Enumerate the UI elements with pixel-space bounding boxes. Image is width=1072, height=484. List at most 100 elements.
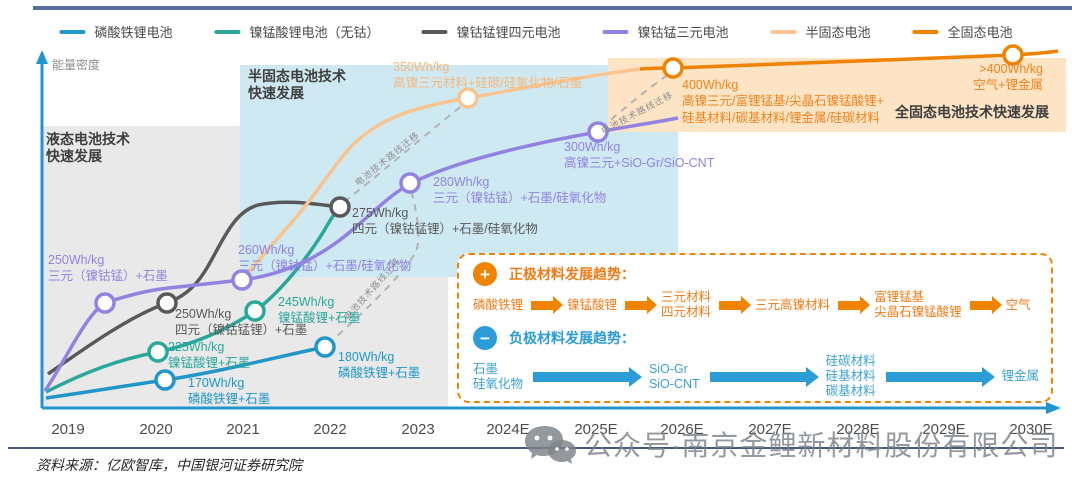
legend-item-lnmo: 镍锰酸锂电池（无钴）: [214, 22, 379, 41]
legend-item-semi-solid: 半固态电池: [770, 22, 871, 41]
x-tick-2028e: 2028E: [836, 421, 880, 438]
anode-item: 石墨 硅氧化物: [473, 361, 524, 391]
legend-swatch-all-solid: [912, 29, 939, 34]
x-tick-2022: 2022: [313, 421, 347, 438]
right-arrow-icon: [531, 296, 564, 314]
data-label-lnmo-245: 245Wh/kg 镍锰酸锂+石墨: [278, 295, 361, 326]
marker-quaternary-250: [156, 292, 178, 314]
marker-ternary-250: [94, 292, 116, 314]
data-label-lnmo-225: 225Wh/kg 镍锰酸锂+石墨: [168, 340, 251, 371]
anode-item: 硅碳材料 硅基材料 碳基材料: [825, 354, 876, 398]
x-tick-2019: 2019: [51, 421, 85, 438]
marker-lnmo-225: [147, 341, 169, 363]
cathode-item: 磷酸铁锂: [473, 297, 524, 312]
material-trends-panel: + 正极材料发展趋势： 磷酸铁锂 镍锰酸锂 三元材料 四元材料 三元高镍材料 富锂…: [457, 253, 1053, 403]
right-arrow-icon: [969, 296, 1002, 314]
top-border-rule: [33, 6, 1072, 10]
marker-quaternary-275: [329, 196, 351, 218]
data-label-all-solid-400plus: >400Wh/kg 空气+锂金属: [973, 62, 1043, 93]
marker-semi-solid-350: [457, 87, 479, 109]
chart-legend: 磷酸铁锂电池 镍锰酸锂电池（无钴） 镍钴锰锂四元电池 镍钴锰三元电池 半固态电池…: [59, 22, 1013, 41]
right-arrow-icon: [625, 296, 658, 314]
legend-item-lfp: 磷酸铁锂电池: [59, 22, 172, 41]
anode-trend-flow: 石墨 硅氧化物 SiO-Gr SiO-CNT 硅碳材料 硅基材料 碳基材料 锂金属: [459, 350, 1051, 399]
marker-all-solid-400plus: [1002, 44, 1024, 66]
right-arrow-icon: [533, 366, 642, 387]
x-tick-2021: 2021: [226, 421, 260, 438]
plus-icon: +: [473, 262, 497, 286]
anode-trend-header: − 负极材料发展趋势：: [459, 320, 1051, 350]
migration-dash-lfp-to-ternary: [327, 189, 420, 345]
region-title-all-solid: 全固态电池技术快速发展: [895, 104, 1049, 120]
watermark: 公众号·南京金鲤新材料股份有限公司: [524, 424, 1058, 464]
marker-lfp-170: [154, 369, 176, 391]
data-label-semi-solid-350: 350Wh/kg 高镍三元材料+硅碳/硅氧化物/石墨: [393, 60, 583, 91]
legend-item-ternary: 镍钴锰三元电池: [602, 22, 729, 41]
cathode-item: 空气: [1005, 297, 1031, 312]
legend-item-quaternary: 镍钴锰锂四元电池: [421, 22, 561, 41]
region-title-liquid: 液态电池技术 快速发展: [46, 131, 130, 165]
marker-ternary-300: [587, 121, 609, 143]
data-label-ternary-280: 280Wh/kg 三元（镍钴锰）+石墨/硅氧化物: [433, 175, 607, 206]
x-tick-2026e: 2026E: [660, 421, 704, 438]
x-tick-2030e: 2030E: [1009, 421, 1053, 438]
cathode-item: 三元高镍材料: [755, 297, 831, 312]
quaternary-curve: [46, 200, 341, 376]
legend-swatch-semi-solid: [770, 29, 797, 34]
legend-swatch-ternary: [602, 29, 629, 34]
semi-solid-curve: [240, 67, 641, 282]
migration-dash-quaternary-to-semi: [343, 103, 465, 203]
legend-label: 镍锰酸锂电池（无钴）: [249, 25, 380, 40]
legend-label: 镍钴锰锂四元电池: [456, 25, 561, 40]
legend-swatch-lfp: [59, 29, 86, 34]
anode-trend-title: 负极材料发展趋势：: [509, 330, 635, 346]
data-label-ternary-250: 250Wh/kg 三元（镍钴锰）+石墨: [48, 253, 168, 284]
source-note: 资料来源：亿欧智库，中国银河证券研究院: [36, 457, 302, 473]
data-label-ternary-300: 300Wh/kg 高镍三元+SiO-Gr/SiO-CNT: [564, 140, 715, 171]
right-arrow-icon: [719, 296, 752, 314]
marker-lnmo-245: [244, 300, 266, 322]
cathode-item: 三元材料 四元材料: [661, 290, 712, 319]
x-tick-2020: 2020: [139, 421, 173, 438]
cathode-trend-flow: 磷酸铁锂 镍锰酸锂 三元材料 四元材料 三元高镍材料 富锂锰基 尖晶石镍锰酸锂 空气: [459, 286, 1051, 320]
legend-swatch-lnmo: [214, 29, 241, 34]
marker-all-solid-400: [662, 57, 684, 79]
marker-ternary-260: [231, 269, 253, 291]
legend-label: 全固态电池: [947, 25, 1013, 40]
cathode-trend-header: + 正极材料发展趋势：: [459, 255, 1051, 286]
data-label-quaternary-275: 275Wh/kg 四元（镍钴锰锂）+石墨/硅氧化物: [352, 206, 538, 237]
legend-label: 半固态电池: [805, 25, 871, 40]
x-tick-2027e: 2027E: [748, 421, 792, 438]
migration-dash-ternary-to-solid: [600, 74, 669, 129]
data-label-quaternary-250: 250Wh/kg 四元（镍钴锰锂）+石墨: [175, 307, 308, 338]
right-arrow-icon: [885, 366, 995, 387]
y-axis-label: 能量密度: [52, 58, 101, 72]
x-tick-2024e: 2024E: [486, 421, 530, 438]
data-label-ternary-260: 260Wh/kg 三元（镍钴锰）+石墨/硅氧化物: [238, 243, 412, 274]
x-axis-arrow-icon: [1046, 402, 1061, 414]
line-chart-canvas: [36, 44, 1061, 414]
x-tick-2023: 2023: [401, 421, 435, 438]
marker-ternary-280: [399, 172, 421, 194]
x-tick-2029e: 2029E: [922, 421, 966, 438]
x-tick-2025e: 2025E: [574, 421, 618, 438]
right-arrow-icon: [709, 366, 819, 387]
y-axis-arrow-icon: [36, 50, 48, 64]
legend-item-all-solid: 全固态电池: [912, 22, 1013, 41]
cathode-trend-title: 正极材料发展趋势：: [509, 266, 635, 282]
minus-icon: −: [473, 326, 497, 350]
watermark-text: 公众号·南京金鲤新材料股份有限公司: [584, 430, 1059, 461]
right-arrow-icon: [838, 296, 871, 314]
region-title-semi-solid: 半固态电池技术 快速发展: [248, 68, 346, 102]
data-label-all-solid-400: 400Wh/kg 高镍三元/富锂锰基/尖晶石镍锰酸锂+ 硅基材料/碳基材料/锂金属/…: [682, 78, 884, 125]
anode-item: 锂金属: [1001, 369, 1040, 383]
legend-swatch-quaternary: [421, 29, 448, 34]
region-all-solid-battery: [608, 58, 1066, 132]
data-label-lfp-180: 180Wh/kg 磷酸铁锂+石墨: [338, 350, 421, 381]
wechat-icon: [525, 426, 576, 464]
data-label-lfp-170: 170Wh/kg 磷酸铁锂+石墨: [188, 376, 271, 407]
cathode-item: 镍锰酸锂: [567, 297, 618, 312]
cathode-item: 富锂锰基 尖晶石镍锰酸锂: [874, 290, 962, 319]
legend-label: 镍钴锰三元电池: [637, 25, 729, 40]
marker-lfp-180: [314, 336, 336, 358]
